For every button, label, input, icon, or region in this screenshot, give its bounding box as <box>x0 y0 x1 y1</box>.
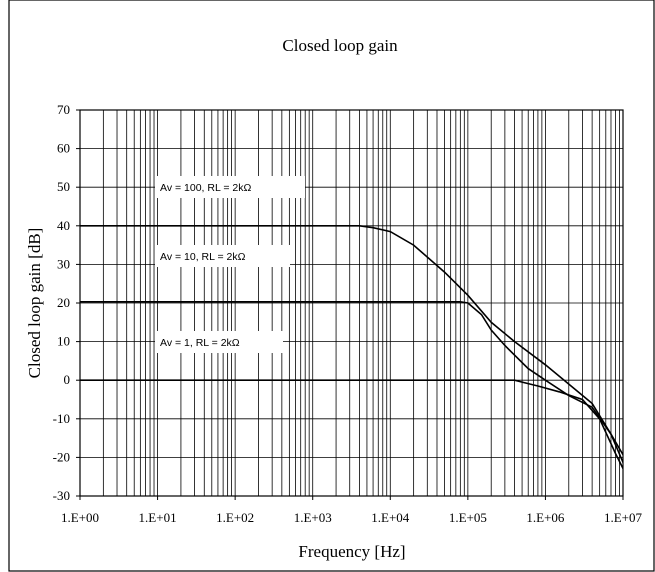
x-tick-label: 1.E+01 <box>139 510 177 525</box>
y-tick-label: 50 <box>57 179 70 194</box>
x-tick-label: 1.E+04 <box>371 510 410 525</box>
y-tick-label: 20 <box>57 295 70 310</box>
y-tick-label: 10 <box>57 334 70 349</box>
y-tick-label: -30 <box>53 488 70 503</box>
y-axis-label: Closed loop gain [dB] <box>25 228 44 379</box>
grid <box>80 109 623 497</box>
y-tick-label: 0 <box>64 372 71 387</box>
x-axis-label: Frequency [Hz] <box>298 542 405 561</box>
y-tick-label: 60 <box>57 141 70 156</box>
chart-title: Closed loop gain <box>282 36 398 55</box>
y-tick-label: 30 <box>57 256 70 271</box>
series-line-2 <box>80 301 623 465</box>
series-annotation-2: Av = 10, RL = 2kΩ <box>160 251 246 263</box>
annotation-box <box>155 176 305 198</box>
x-tick-label: 1.E+05 <box>449 510 487 525</box>
y-tick-label: 70 <box>57 102 70 117</box>
series-lines <box>80 225 623 471</box>
series-line-1 <box>80 225 623 457</box>
x-tick-label: 1.E+07 <box>604 510 643 525</box>
annotation-box <box>155 331 283 353</box>
series-annotation-3: Av = 1, RL = 2kΩ <box>160 337 240 349</box>
tick-labels: -30 -20 -10 0 10 20 30 40 50 60 70 1.E+00 1.E+01 1.E+… <box>53 102 643 525</box>
chart-border <box>8 0 655 572</box>
annotation-box <box>155 245 290 267</box>
series-line-3 <box>80 379 623 471</box>
series-annotation-1: Av = 100, RL = 2kΩ <box>160 182 251 194</box>
x-tick-label: 1.E+06 <box>526 510 565 525</box>
annotations: Av = 100, RL = 2kΩ Av = 10, RL = 2kΩ Av = … <box>155 176 305 353</box>
x-tick-label: 1.E+00 <box>61 510 99 525</box>
y-tick-label: -10 <box>53 411 70 426</box>
y-tick-label: -20 <box>53 449 70 464</box>
x-tick-label: 1.E+02 <box>216 510 254 525</box>
y-tick-label: 40 <box>57 218 70 233</box>
x-tick-label: 1.E+03 <box>294 510 332 525</box>
